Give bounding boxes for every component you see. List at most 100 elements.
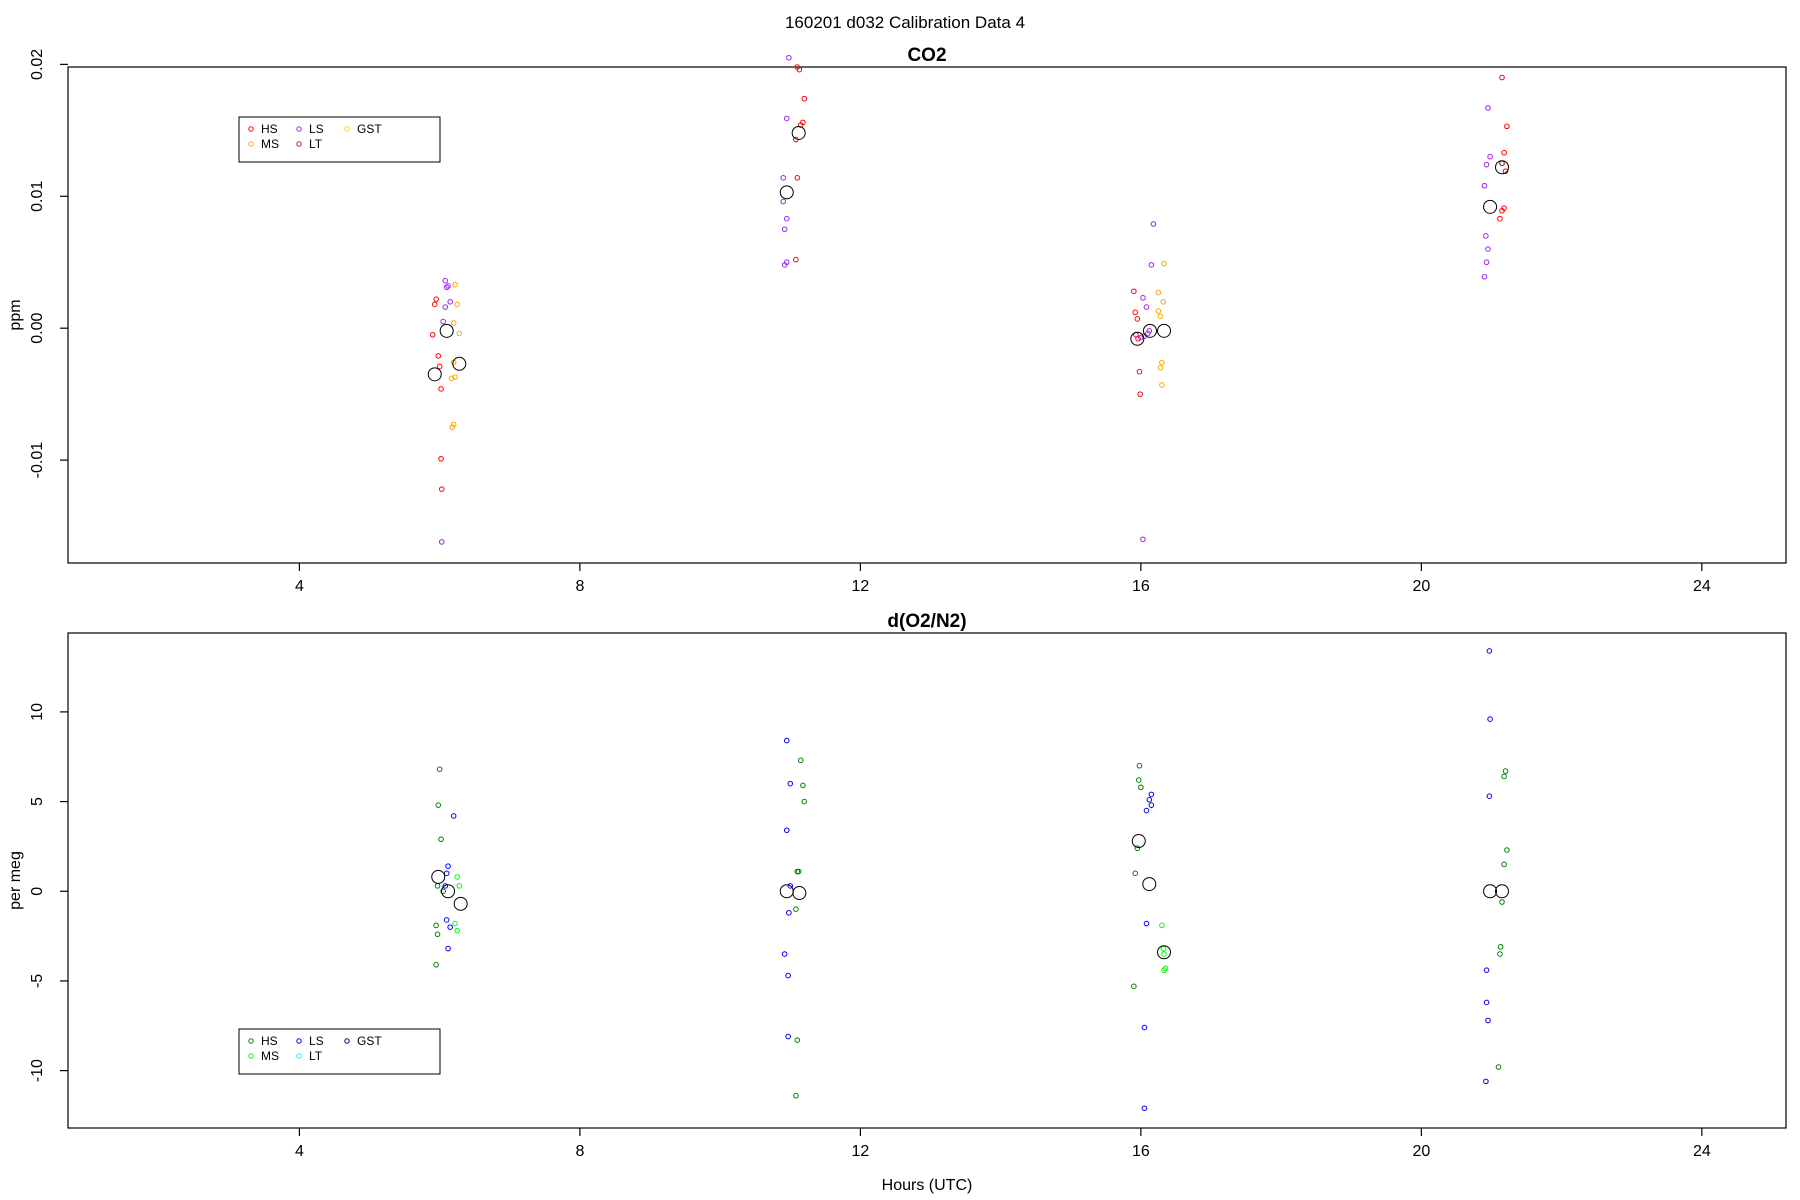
o2n2-mean-marker: [792, 886, 807, 901]
o2n2-point-ls: [1486, 793, 1493, 800]
o2n2-chart-title: d(O2/N2): [887, 611, 966, 632]
co2-legend-label-gst: GST: [357, 122, 382, 136]
co2-point-hs: [797, 122, 804, 128]
o2n2-y-axis-label: per meg: [7, 851, 24, 910]
o2n2-mean-marker: [1495, 884, 1510, 899]
o2n2-point-hs: [436, 766, 443, 773]
co2-point-ls: [442, 277, 449, 284]
co2-point-hs: [1504, 123, 1510, 130]
co2-point-ms: [452, 374, 458, 380]
o2n2-plot-frame: [67, 632, 1787, 1129]
o2n2-mean-marker: [1157, 945, 1172, 960]
o2n2-point-hs: [438, 836, 444, 843]
o2n2-point-hs: [1502, 768, 1509, 774]
co2-point-ls: [1483, 161, 1490, 168]
co2-point-ls: [1145, 330, 1151, 337]
co2-point-ls: [445, 283, 451, 289]
o2n2-point-ms: [1161, 951, 1167, 957]
o2n2-point-hs: [795, 868, 802, 875]
o2n2-point-ls: [783, 827, 790, 834]
co2-point-ms: [1155, 308, 1162, 314]
co2-point-ls: [1483, 233, 1489, 239]
co2-plot-frame: [67, 66, 1787, 564]
o2n2-point-ms: [454, 874, 460, 880]
co2-point-hs: [1134, 316, 1141, 322]
co2-x-tick-label: 4: [295, 578, 304, 595]
o2n2-y-tick-label: 0: [29, 887, 46, 896]
co2-point-hs: [793, 256, 799, 263]
co2-point-hs: [431, 301, 438, 308]
co2-point-ls: [1138, 334, 1144, 341]
o2n2-point-ls: [1483, 999, 1490, 1006]
o2n2-point-ls: [781, 951, 788, 957]
co2-mean-marker: [1495, 160, 1510, 175]
co2-legend-label-ls: LS: [309, 122, 324, 136]
o2n2-point-hs: [1497, 951, 1503, 957]
co2-point-hs: [1497, 215, 1503, 222]
o2n2-point-ls: [1483, 967, 1490, 973]
o2n2-point-ls: [1148, 791, 1155, 798]
co2-point-hs: [1499, 207, 1505, 214]
o2n2-point-hs: [1504, 847, 1510, 853]
o2n2-y-tick-label: 5: [29, 797, 46, 806]
co2-mean-marker: [452, 356, 467, 371]
co2-point-ms: [1157, 364, 1164, 371]
o2n2-x-axis-label: Hours (UTC): [882, 1177, 973, 1194]
o2n2-x-tick-label: 16: [1132, 1143, 1150, 1160]
o2n2-point-hs: [433, 922, 439, 929]
co2-point-hs: [1131, 288, 1137, 295]
co2-point-ls: [1485, 246, 1491, 252]
o2n2-point-hs: [440, 888, 446, 895]
o2n2-point-hs: [1501, 861, 1507, 868]
co2-point-ls: [1481, 273, 1488, 280]
o2n2-point-ls: [1148, 802, 1155, 808]
o2n2-x-tick-label: 4: [295, 1143, 304, 1160]
o2n2-point-ls: [445, 945, 451, 952]
o2n2-legend-label-ls: LS: [309, 1034, 324, 1048]
o2n2-mean-marker: [1142, 877, 1157, 892]
o2n2-point-ls: [1486, 648, 1493, 654]
o2n2-x-tick-label: 12: [851, 1143, 869, 1160]
co2-point-hs: [438, 455, 444, 462]
o2n2-mean-marker: [1131, 834, 1146, 849]
o2n2-legend-label-hs: HS: [261, 1034, 278, 1048]
co2-point-lt: [1499, 160, 1505, 167]
o2n2-point-hs: [435, 802, 442, 808]
co2-point-ls: [783, 259, 790, 266]
co2-point-ls: [786, 54, 792, 61]
co2-point-hs: [438, 386, 444, 392]
co2-point-hs: [1501, 149, 1507, 156]
co2-point-hs: [436, 363, 443, 370]
co2-point-hs: [1499, 74, 1505, 81]
co2-point-ls: [1483, 259, 1490, 266]
o2n2-point-ls: [787, 780, 794, 787]
o2n2-point-ms: [452, 920, 458, 927]
co2-point-ms: [1161, 260, 1167, 267]
o2n2-point-hs: [800, 782, 806, 789]
co2-point-ms: [454, 301, 460, 308]
co2-x-tick-label: 24: [1693, 578, 1711, 595]
co2-point-hs: [429, 331, 436, 338]
co2-mean-marker: [1157, 323, 1172, 338]
o2n2-point-ls: [1143, 920, 1150, 927]
co2-y-tick-label: 0.00: [29, 313, 46, 344]
co2-point-ms: [449, 424, 456, 430]
co2-point-ls: [447, 299, 453, 305]
o2n2-point-ls: [450, 813, 457, 819]
co2-point-ms: [1157, 313, 1164, 320]
o2n2-point-ls: [1146, 796, 1153, 803]
o2n2-series-hs: [433, 757, 1510, 1099]
o2n2-x-tick-label: 8: [575, 1143, 584, 1160]
co2-mean-marker: [427, 367, 442, 382]
co2-x-tick-label: 16: [1132, 578, 1150, 595]
o2n2-mean-marker: [441, 884, 456, 899]
o2n2-point-hs: [1131, 983, 1137, 990]
o2n2-point-hs: [434, 883, 441, 889]
co2-point-ms: [1155, 289, 1162, 296]
o2n2-point-ls: [1487, 716, 1493, 722]
o2n2-point-hs: [1499, 899, 1505, 905]
co2-series-ms: [448, 260, 1167, 430]
o2n2-point-ls: [783, 737, 790, 744]
co2-point-ls: [780, 198, 787, 205]
